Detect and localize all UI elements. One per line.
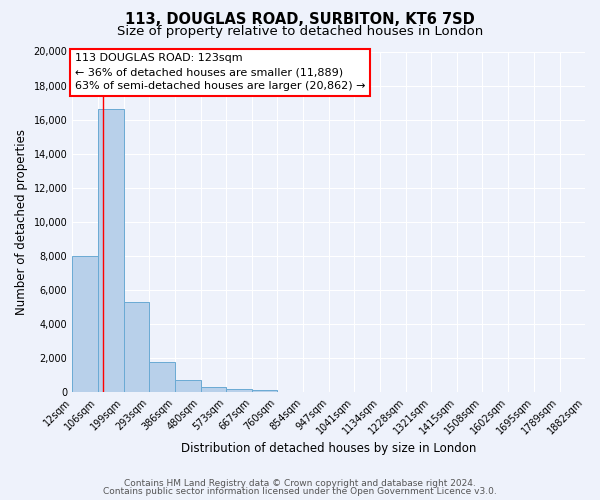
- Y-axis label: Number of detached properties: Number of detached properties: [15, 129, 28, 315]
- Text: Contains HM Land Registry data © Crown copyright and database right 2024.: Contains HM Land Registry data © Crown c…: [124, 478, 476, 488]
- Bar: [72, 256, 98, 392]
- Bar: [226, 389, 252, 392]
- Bar: [175, 380, 200, 392]
- Bar: [200, 387, 226, 392]
- Bar: [98, 110, 124, 393]
- Text: 113 DOUGLAS ROAD: 123sqm
← 36% of detached houses are smaller (11,889)
63% of se: 113 DOUGLAS ROAD: 123sqm ← 36% of detach…: [75, 53, 365, 91]
- X-axis label: Distribution of detached houses by size in London: Distribution of detached houses by size …: [181, 442, 476, 455]
- Text: Contains public sector information licensed under the Open Government Licence v3: Contains public sector information licen…: [103, 487, 497, 496]
- Bar: [124, 302, 149, 392]
- Text: Size of property relative to detached houses in London: Size of property relative to detached ho…: [117, 25, 483, 38]
- Bar: [252, 390, 277, 392]
- Text: 113, DOUGLAS ROAD, SURBITON, KT6 7SD: 113, DOUGLAS ROAD, SURBITON, KT6 7SD: [125, 12, 475, 28]
- Bar: [149, 362, 175, 392]
